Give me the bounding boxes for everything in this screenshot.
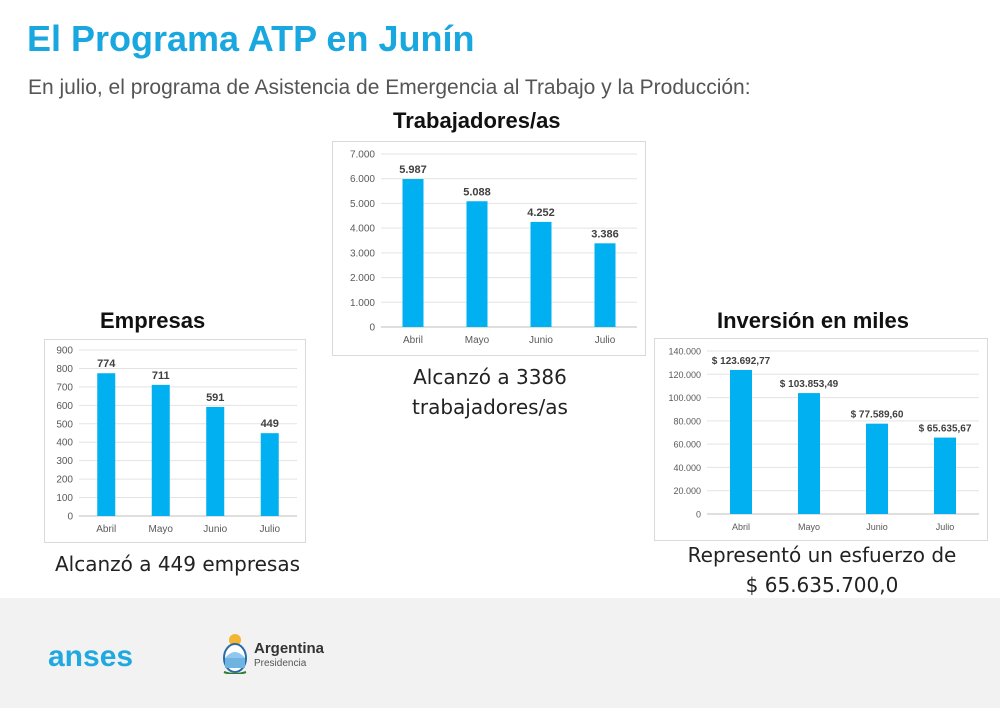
- data-label: $ 123.692,77: [712, 356, 771, 367]
- bar-junio: [206, 406, 225, 516]
- chart-svg: 0 1.000 2.000 3.000 4.000 5.000 6.000 7.000 5.98…: [350, 150, 637, 346]
- data-label: 449: [261, 418, 279, 430]
- y-tick-label: 300: [56, 456, 73, 467]
- bar-julio: [934, 437, 956, 514]
- x-tick-label: Mayo: [149, 524, 174, 535]
- x-tick-label: Abril: [403, 335, 423, 346]
- caption-empresas: Alcanzó a 449 empresas: [40, 549, 315, 579]
- chart-title-inversion: Inversión en miles: [717, 308, 909, 333]
- page-subtitle: En julio, el programa de Asistencia de E…: [28, 76, 751, 99]
- chart-empresas: 0 100 200 300 400 500 600 700 800 900 774 Abril 711 M…: [44, 339, 306, 543]
- bar-abril: [730, 369, 752, 514]
- data-label: 3.386: [591, 228, 619, 240]
- caption-line-1: Alcanzó a 3386: [413, 365, 567, 389]
- data-label: $ 103.853,49: [780, 379, 839, 390]
- x-tick-label: Julio: [936, 522, 955, 532]
- y-tick-label: 120.000: [668, 370, 701, 380]
- data-label: 5.088: [463, 186, 491, 198]
- y-tick-label: 600: [56, 401, 73, 412]
- data-label: $ 65.635,67: [919, 424, 972, 435]
- y-tick-label: 400: [56, 438, 73, 449]
- y-tick-label: 4.000: [350, 224, 375, 235]
- y-tick-label: 500: [56, 419, 73, 430]
- y-tick-label: 100.000: [668, 393, 701, 403]
- data-label: 591: [206, 392, 224, 404]
- data-label: 711: [152, 370, 170, 382]
- anses-logo: anses: [48, 640, 134, 673]
- y-tick-label: 0: [67, 512, 73, 523]
- chart-inversion: 0 20.000 40.000 60.000 80.000 100.000 120.000 1…: [654, 338, 988, 541]
- bar-julio: [594, 243, 616, 327]
- caption-line-1: Representó un esfuerzo de: [687, 543, 957, 567]
- bar-julio: [260, 433, 279, 516]
- x-tick-label: Junio: [203, 524, 227, 535]
- x-tick-label: Junio: [529, 335, 553, 346]
- y-tick-label: 0: [369, 323, 375, 334]
- y-tick-label: 60.000: [673, 440, 701, 450]
- data-label: 5.987: [399, 164, 427, 176]
- bar-mayo: [151, 384, 170, 516]
- y-tick-label: 3.000: [350, 248, 375, 259]
- x-tick-label: Mayo: [798, 522, 820, 532]
- y-tick-label: 800: [56, 364, 73, 375]
- y-tick-label: 700: [56, 382, 73, 393]
- y-tick-label: 2.000: [350, 273, 375, 284]
- caption-trabajadores: Alcanzó a 3386 trabajadores/as: [390, 362, 590, 422]
- y-tick-label: 100: [56, 493, 73, 504]
- chart-trabajadores: 0 1.000 2.000 3.000 4.000 5.000 6.000 7.000 5.98…: [332, 141, 646, 356]
- x-tick-label: Mayo: [465, 335, 490, 346]
- bar-mayo: [466, 201, 488, 327]
- y-tick-label: 7.000: [350, 150, 375, 161]
- y-tick-label: 0: [696, 510, 701, 520]
- bar-junio: [530, 221, 552, 327]
- x-tick-label: Junio: [866, 522, 888, 532]
- page-title: El Programa ATP en Junín: [27, 18, 475, 59]
- bar-abril: [97, 373, 116, 516]
- y-tick-label: 6.000: [350, 174, 375, 185]
- x-tick-label: Julio: [595, 335, 616, 346]
- coat-of-arms-icon: [223, 634, 247, 674]
- caption-inversion: Representó un esfuerzo de $ 65.635.700,0: [672, 540, 972, 600]
- x-tick-label: Abril: [96, 524, 116, 535]
- gobierno-title: Argentina: [254, 640, 325, 657]
- x-tick-label: Julio: [259, 524, 280, 535]
- gobierno-subtitle: Presidencia: [254, 658, 307, 669]
- caption-line-2: $ 65.635.700,0: [745, 573, 899, 597]
- y-tick-label: 5.000: [350, 199, 375, 210]
- chart-title-trabajadores: Trabajadores/as: [393, 108, 561, 133]
- footer-band: [0, 598, 1000, 708]
- bar-junio: [866, 423, 888, 514]
- y-tick-label: 40.000: [673, 463, 701, 473]
- y-tick-label: 80.000: [673, 416, 701, 426]
- chart-svg: 0 20.000 40.000 60.000 80.000 100.000 120.000 1…: [668, 347, 979, 532]
- caption-line-2: trabajadores/as: [412, 395, 568, 419]
- data-label: $ 77.589,60: [851, 410, 904, 421]
- bar-mayo: [798, 393, 820, 514]
- x-tick-label: Abril: [732, 522, 750, 532]
- y-tick-label: 140.000: [668, 347, 701, 357]
- y-tick-label: 900: [56, 346, 73, 357]
- data-label: 774: [97, 358, 116, 370]
- chart-svg: 0 100 200 300 400 500 600 700 800 900 774 Abril 711 M…: [56, 346, 297, 535]
- chart-title-empresas: Empresas: [100, 308, 206, 333]
- y-tick-label: 1.000: [350, 298, 375, 309]
- y-tick-label: 200: [56, 475, 73, 486]
- data-label: 4.252: [527, 207, 555, 219]
- bar-abril: [402, 179, 424, 327]
- y-tick-label: 20.000: [673, 486, 701, 496]
- caption-line-1: Alcanzó a 449 empresas: [54, 552, 301, 576]
